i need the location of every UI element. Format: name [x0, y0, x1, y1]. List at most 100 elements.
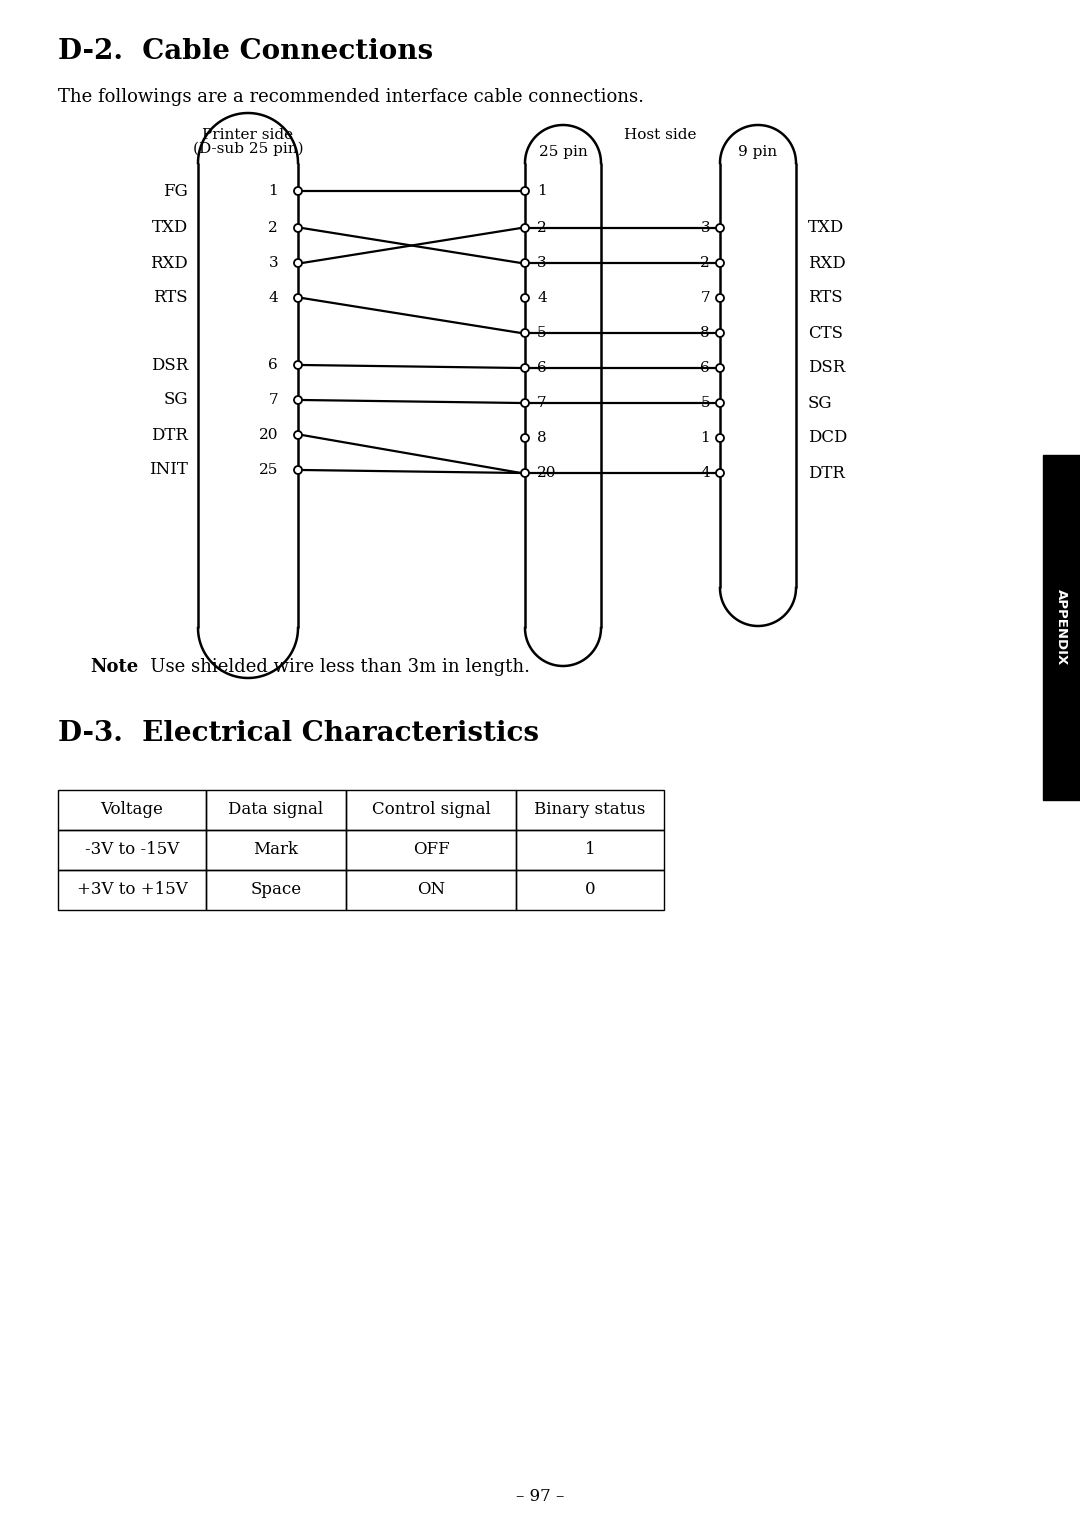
Text: TXD: TXD	[152, 219, 188, 236]
Text: FG: FG	[163, 182, 188, 199]
Bar	[516, 789, 664, 829]
Circle shape	[521, 187, 529, 195]
Text: 7: 7	[537, 396, 546, 409]
Circle shape	[521, 434, 529, 442]
Circle shape	[716, 259, 724, 267]
Text: 9 pin: 9 pin	[739, 146, 778, 159]
Bar	[1043, 455, 1080, 800]
Circle shape	[294, 294, 302, 302]
Text: D-3.  Electrical Characteristics: D-3. Electrical Characteristics	[58, 721, 539, 747]
Text: – 97 –: – 97 –	[516, 1489, 564, 1505]
Text: 6: 6	[537, 360, 546, 376]
Text: 1: 1	[700, 431, 710, 445]
Circle shape	[521, 469, 529, 477]
Circle shape	[294, 466, 302, 474]
Text: CTS: CTS	[808, 325, 843, 342]
Text: ON: ON	[417, 881, 445, 898]
Text: 7: 7	[700, 291, 710, 305]
Circle shape	[521, 363, 529, 373]
Text: 8: 8	[700, 327, 710, 340]
Text: 5: 5	[700, 396, 710, 409]
Circle shape	[294, 431, 302, 438]
Text: D-2.  Cable Connections: D-2. Cable Connections	[58, 38, 433, 64]
Bar	[206, 829, 346, 871]
Text: Voltage: Voltage	[100, 802, 163, 819]
Text: Host side: Host side	[624, 127, 697, 143]
Text: APPENDIX: APPENDIX	[1055, 589, 1068, 665]
Bar	[58, 871, 206, 911]
Text: TXD: TXD	[808, 219, 845, 236]
Text: DTR: DTR	[151, 426, 188, 443]
Text: 8: 8	[537, 431, 546, 445]
Circle shape	[294, 360, 302, 369]
Circle shape	[716, 469, 724, 477]
Text: 6: 6	[700, 360, 710, 376]
Circle shape	[521, 399, 529, 406]
Circle shape	[294, 224, 302, 231]
Text: 3: 3	[537, 256, 546, 270]
Text: SG: SG	[808, 394, 833, 411]
Text: RXD: RXD	[150, 254, 188, 271]
Text: The followings are a recommended interface cable connections.: The followings are a recommended interfa…	[58, 87, 644, 106]
Circle shape	[521, 294, 529, 302]
Text: Space: Space	[251, 881, 301, 898]
Text: 2: 2	[700, 256, 710, 270]
Circle shape	[716, 330, 724, 337]
Text: +3V to +15V: +3V to +15V	[77, 881, 187, 898]
Circle shape	[716, 363, 724, 373]
Text: 3: 3	[268, 256, 278, 270]
Text: 5: 5	[537, 327, 546, 340]
Text: 7: 7	[268, 392, 278, 406]
Text: Printer side: Printer side	[202, 127, 294, 143]
Text: 6: 6	[268, 359, 278, 373]
Bar	[206, 789, 346, 829]
Bar	[58, 829, 206, 871]
Bar	[346, 789, 516, 829]
Circle shape	[521, 259, 529, 267]
Text: 3: 3	[700, 221, 710, 235]
Text: DSR: DSR	[151, 357, 188, 374]
Bar	[346, 829, 516, 871]
Text: SG: SG	[163, 391, 188, 408]
Text: RXD: RXD	[808, 254, 846, 271]
Circle shape	[521, 330, 529, 337]
Bar	[516, 871, 664, 911]
Text: DCD: DCD	[808, 429, 848, 446]
Text: 4: 4	[537, 291, 546, 305]
Text: 2: 2	[537, 221, 546, 235]
Circle shape	[716, 399, 724, 406]
Text: (D-sub 25 pin): (D-sub 25 pin)	[192, 143, 303, 156]
Circle shape	[294, 187, 302, 195]
Text: Note: Note	[90, 658, 138, 676]
Circle shape	[521, 224, 529, 231]
Circle shape	[294, 396, 302, 405]
Text: Mark: Mark	[254, 842, 298, 858]
Bar	[346, 871, 516, 911]
Text: DSR: DSR	[808, 360, 846, 377]
Text: 4: 4	[700, 466, 710, 480]
Text: 4: 4	[268, 291, 278, 305]
Circle shape	[716, 224, 724, 231]
Bar	[206, 871, 346, 911]
Text: -3V to -15V: -3V to -15V	[85, 842, 179, 858]
Text: DTR: DTR	[808, 464, 845, 481]
Text: 2: 2	[268, 221, 278, 235]
Circle shape	[716, 294, 724, 302]
Circle shape	[294, 259, 302, 267]
Text: Control signal: Control signal	[372, 802, 490, 819]
Circle shape	[716, 434, 724, 442]
Text: RTS: RTS	[808, 290, 842, 307]
Text: 1: 1	[537, 184, 546, 198]
Text: 20: 20	[258, 428, 278, 442]
Text: Binary status: Binary status	[535, 802, 646, 819]
Text: OFF: OFF	[413, 842, 449, 858]
Text: 25: 25	[258, 463, 278, 477]
Text: Data signal: Data signal	[229, 802, 324, 819]
Text: 25 pin: 25 pin	[539, 146, 588, 159]
Bar	[516, 829, 664, 871]
Text: 20: 20	[537, 466, 556, 480]
Bar	[58, 789, 206, 829]
Text: 1: 1	[268, 184, 278, 198]
Text: RTS: RTS	[153, 290, 188, 307]
Text: INIT: INIT	[149, 461, 188, 478]
